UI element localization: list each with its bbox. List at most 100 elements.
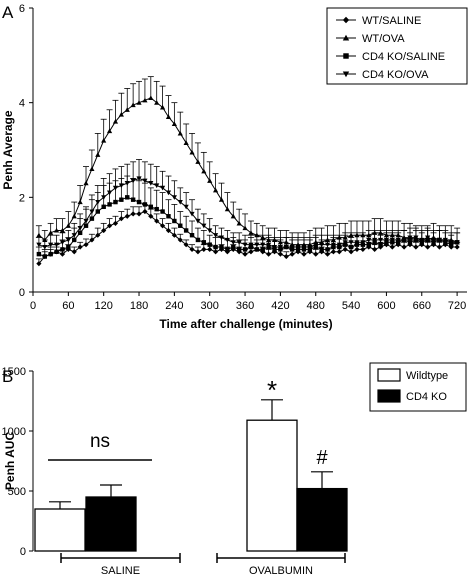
data-point: [248, 249, 254, 255]
panel-a-x-tick-label: 240: [165, 300, 183, 312]
panel-b-annotations: ns * #: [48, 375, 328, 469]
panel-b-y-tick-label: 500: [8, 486, 26, 498]
data-point: [271, 244, 278, 250]
data-point: [154, 183, 160, 189]
data-point: [313, 242, 319, 248]
data-point: [207, 228, 213, 234]
data-point: [225, 247, 230, 252]
series-line: [38, 97, 458, 246]
data-point: [372, 246, 378, 252]
data-point: [224, 206, 230, 212]
data-point: [301, 244, 307, 250]
data-point: [112, 119, 119, 124]
series-cd4-ko-ova: [35, 159, 461, 250]
panel-b-bars: [34, 399, 348, 552]
series-wt-ova: [35, 76, 461, 247]
panel-b-y-tick-label: 1500: [2, 366, 26, 378]
data-point: [378, 242, 383, 247]
data-point: [53, 227, 60, 233]
data-point: [71, 213, 77, 219]
data-point: [407, 240, 413, 245]
significance-hash: #: [316, 447, 328, 469]
data-point: [383, 242, 390, 248]
legend-label: Wildtype: [406, 370, 448, 382]
data-point: [177, 237, 183, 243]
data-point: [165, 227, 172, 234]
data-point: [171, 232, 177, 238]
data-point: [118, 216, 124, 222]
legend-marker: [342, 34, 350, 41]
data-point: [106, 190, 113, 196]
data-point: [119, 197, 124, 202]
panel-a-x-tick-label: 300: [201, 300, 219, 312]
data-point: [207, 178, 213, 183]
data-point: [77, 226, 83, 231]
data-point: [101, 204, 106, 210]
data-point: [72, 237, 77, 243]
data-point: [101, 137, 107, 143]
data-point: [148, 95, 154, 101]
data-point: [213, 233, 219, 238]
data-point: [142, 178, 148, 184]
legend-marker: [342, 71, 350, 78]
legend-marker: [343, 53, 349, 59]
data-point: [395, 237, 401, 243]
data-point: [436, 244, 443, 250]
data-point: [106, 128, 113, 134]
panel-a-y-tick-label: 2: [19, 192, 25, 204]
data-point: [89, 216, 95, 221]
category-label: SALINE: [101, 565, 140, 577]
data-point: [195, 218, 201, 224]
data-point: [48, 242, 54, 248]
data-point: [53, 242, 60, 248]
panel-a-y-tick-label: 6: [19, 3, 25, 15]
data-point: [130, 211, 136, 217]
bar-ovalbumin-wildtype: [246, 399, 298, 552]
panel-b-legend: Wildtype CD4 KO: [369, 362, 467, 412]
data-point: [136, 176, 142, 181]
data-point: [154, 100, 160, 105]
data-point: [289, 244, 295, 250]
data-point: [189, 149, 195, 155]
panel-a-x-ticks: 0 60 120 180 240 300 360 420 480 540 600 660 720: [30, 292, 466, 312]
data-point: [95, 152, 101, 157]
data-point: [307, 244, 313, 250]
data-point: [125, 195, 130, 200]
data-point: [413, 244, 419, 250]
data-point: [348, 240, 354, 245]
data-point: [425, 235, 431, 241]
data-point: [442, 237, 448, 243]
data-point: [83, 180, 89, 186]
data-point: [342, 240, 348, 245]
data-point: [242, 242, 248, 248]
data-point: [213, 249, 219, 255]
legend-label: WT/OVA: [362, 33, 405, 45]
data-point: [219, 244, 224, 250]
data-point: [59, 227, 66, 233]
data-point: [425, 244, 431, 250]
data-point: [118, 111, 124, 117]
data-point: [213, 187, 219, 193]
data-point: [248, 242, 254, 248]
bar-ovalbumin-cd4-ko: [296, 471, 348, 552]
data-point: [89, 209, 95, 215]
data-point: [130, 102, 136, 108]
data-point: [348, 244, 354, 250]
legend-item: WT/OVA: [336, 33, 405, 45]
data-point: [165, 190, 172, 196]
panel-a-x-tick-label: 660: [413, 300, 431, 312]
data-point: [236, 220, 242, 226]
panel-a-x-tick-label: 720: [448, 300, 466, 312]
panel-a-legend: WT/SALINE WT/OVA CD4 KO/SALINE CD4 KO/OVA: [326, 7, 468, 85]
data-point: [83, 223, 89, 228]
data-point: [159, 223, 166, 229]
panel-b-category-brackets: SALINE OVALBUMIN: [60, 553, 346, 577]
data-point: [89, 237, 95, 243]
data-point: [77, 244, 83, 250]
data-point: [419, 242, 425, 248]
data-point: [77, 230, 83, 236]
data-point: [148, 204, 154, 210]
legend-item: CD4 KO: [377, 389, 447, 403]
data-point: [277, 244, 283, 250]
